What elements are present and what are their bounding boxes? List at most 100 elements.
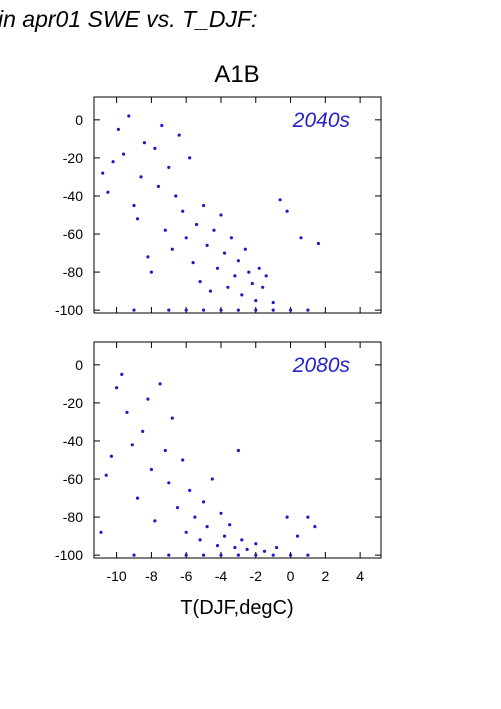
x-tick-label: -10 — [106, 568, 126, 584]
data-point — [195, 222, 199, 227]
data-point — [262, 549, 267, 553]
data-point — [146, 397, 150, 401]
y-tick-label: -40 — [63, 188, 83, 204]
y-tick-label: -20 — [63, 395, 83, 411]
data-point — [101, 171, 105, 175]
data-point — [130, 443, 134, 447]
data-point — [222, 534, 227, 538]
data-point — [106, 190, 110, 194]
y-tick-label: -100 — [55, 547, 83, 563]
data-point — [240, 293, 244, 297]
data-point — [188, 156, 192, 160]
figure-title: A1B — [214, 61, 259, 88]
data-point — [289, 308, 293, 312]
data-point — [135, 217, 140, 221]
x-tick-label: -4 — [215, 568, 228, 584]
data-point — [141, 429, 145, 433]
data-point — [127, 114, 131, 118]
data-point — [254, 308, 258, 312]
y-tick-label: -60 — [63, 471, 83, 487]
data-point — [306, 308, 310, 312]
data-point — [156, 184, 160, 188]
data-point — [120, 372, 124, 376]
data-point — [198, 538, 202, 542]
data-point — [219, 553, 223, 557]
data-point — [149, 270, 153, 274]
scatter-panel-2040s: 0 -20 -40 -60 -80 -100 2040s — [55, 96, 382, 318]
data-point — [142, 141, 146, 145]
x-tick-label: 4 — [356, 568, 364, 584]
x-tick-label: -6 — [180, 568, 193, 584]
x-tick-label: 0 — [287, 568, 295, 584]
data-point — [236, 259, 240, 263]
data-point — [254, 542, 258, 546]
data-point — [132, 553, 136, 557]
data-point — [167, 165, 171, 169]
data-point — [254, 299, 258, 303]
data-point — [295, 534, 300, 538]
data-point — [115, 386, 119, 390]
data-point — [205, 243, 209, 247]
data-point — [271, 300, 275, 305]
data-point — [254, 553, 258, 557]
data-point — [167, 308, 171, 312]
data-point — [163, 228, 167, 232]
data-point — [202, 500, 206, 504]
data-point — [135, 496, 140, 500]
data-point — [243, 247, 247, 251]
data-point — [158, 382, 162, 386]
data-point — [236, 448, 240, 453]
data-point — [233, 274, 237, 278]
data-point — [247, 270, 251, 274]
data-point — [184, 308, 188, 312]
data-point — [160, 123, 164, 128]
data-point — [261, 285, 265, 289]
panel-label: 2040s — [292, 109, 351, 132]
data-point — [215, 266, 220, 270]
data-point — [170, 247, 174, 251]
data-point — [177, 133, 181, 137]
data-point — [202, 308, 206, 312]
data-point — [198, 280, 202, 284]
data-point — [316, 241, 320, 246]
data-point — [202, 203, 206, 208]
data-point — [188, 488, 192, 492]
x-tick-label: 2 — [321, 568, 329, 584]
data-point — [205, 525, 209, 529]
data-point — [299, 236, 303, 240]
figure-header: in apr01 SWE vs. T_DJF: — [0, 6, 257, 32]
data-point — [285, 515, 289, 519]
data-point — [132, 203, 136, 208]
data-point — [167, 481, 171, 485]
data-point — [222, 251, 227, 255]
data-point — [149, 467, 153, 472]
data-point — [202, 553, 206, 557]
data-point — [285, 209, 289, 213]
plot-frame — [93, 96, 382, 314]
data-point — [257, 266, 261, 270]
x-tick-label: -8 — [145, 568, 158, 584]
y-tick-label: -40 — [63, 433, 83, 449]
data-point — [289, 553, 293, 557]
data-point — [163, 448, 167, 453]
data-point — [215, 544, 220, 548]
x-axis-label: T(DJF,degC) — [180, 597, 293, 619]
data-point — [275, 545, 279, 550]
y-tick-label: -100 — [55, 302, 83, 318]
data-point — [111, 160, 115, 164]
data-point — [184, 530, 188, 534]
data-point — [271, 308, 275, 312]
data-point — [153, 146, 157, 150]
data-point — [167, 553, 171, 557]
data-point — [219, 511, 223, 515]
y-tick-label: -20 — [63, 150, 83, 166]
data-point — [226, 285, 230, 289]
y-tick-label: -80 — [63, 264, 83, 280]
data-point — [153, 519, 157, 523]
data-point — [175, 506, 180, 510]
data-point — [306, 553, 310, 557]
data-point — [181, 458, 185, 462]
data-point — [219, 308, 223, 312]
